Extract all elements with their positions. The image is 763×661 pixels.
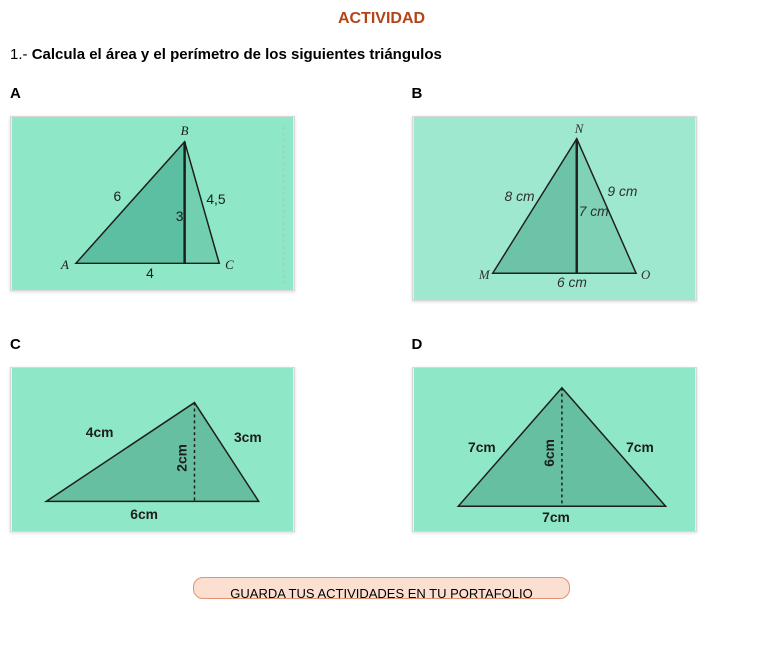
svg-text:7 cm: 7 cm: [578, 203, 608, 219]
svg-text:4,5: 4,5: [206, 191, 226, 207]
cell-d: D 7cm 7cm 6cm 7cm: [412, 336, 754, 537]
cell-c: C 4cm 3cm 2cm 6cm: [10, 336, 352, 537]
svg-text:A: A: [60, 258, 69, 272]
svg-text:6cm: 6cm: [541, 439, 557, 467]
footer-banner: GUARDA TUS ACTIVIDADES EN TU PORTAFOLIO: [193, 577, 569, 599]
svg-text:3cm: 3cm: [234, 429, 262, 445]
footer-wrap: GUARDA TUS ACTIVIDADES EN TU PORTAFOLIO: [10, 577, 753, 604]
svg-text:4: 4: [146, 265, 154, 281]
cell-b: B N M O 8 cm 9 cm 7 cm 6 cm: [412, 85, 754, 306]
svg-text:B: B: [181, 124, 189, 138]
svg-text:O: O: [641, 268, 650, 282]
svg-text:6cm: 6cm: [130, 506, 158, 522]
svg-text:7cm: 7cm: [626, 439, 654, 455]
figure-a: A B C 6 4,5 3 4: [10, 116, 352, 296]
figure-d: 7cm 7cm 6cm 7cm: [412, 367, 754, 537]
label-d: D: [412, 336, 754, 353]
figure-c: 4cm 3cm 2cm 6cm: [10, 367, 352, 537]
instruction-text: Calcula el área y el perímetro de los si…: [32, 46, 442, 63]
svg-text:N: N: [573, 122, 584, 136]
cell-a: A A B C 6 4,5 3 4: [10, 85, 352, 306]
instruction-prefix: 1.-: [10, 46, 32, 63]
svg-text:7cm: 7cm: [542, 509, 570, 525]
svg-text:2cm: 2cm: [174, 444, 190, 472]
svg-text:7cm: 7cm: [468, 439, 496, 455]
svg-text:3: 3: [176, 208, 184, 224]
svg-text:M: M: [477, 268, 490, 282]
figures-grid: A A B C 6 4,5 3 4 B N M O 8 cm 9 cm 7 cm 6 cm C 4cm 3…: [10, 85, 753, 537]
label-b: B: [412, 85, 754, 102]
figure-b: N M O 8 cm 9 cm 7 cm 6 cm: [412, 116, 754, 306]
svg-text:6: 6: [113, 188, 121, 204]
label-c: C: [10, 336, 352, 353]
svg-text:8 cm: 8 cm: [504, 188, 534, 204]
svg-text:9 cm: 9 cm: [607, 183, 637, 199]
activity-title: ACTIVIDAD: [10, 10, 753, 28]
svg-text:C: C: [225, 258, 234, 272]
label-a: A: [10, 85, 352, 102]
svg-text:4cm: 4cm: [86, 424, 114, 440]
svg-text:6 cm: 6 cm: [556, 274, 586, 290]
instruction-line: 1.- Calcula el área y el perímetro de lo…: [10, 46, 753, 63]
